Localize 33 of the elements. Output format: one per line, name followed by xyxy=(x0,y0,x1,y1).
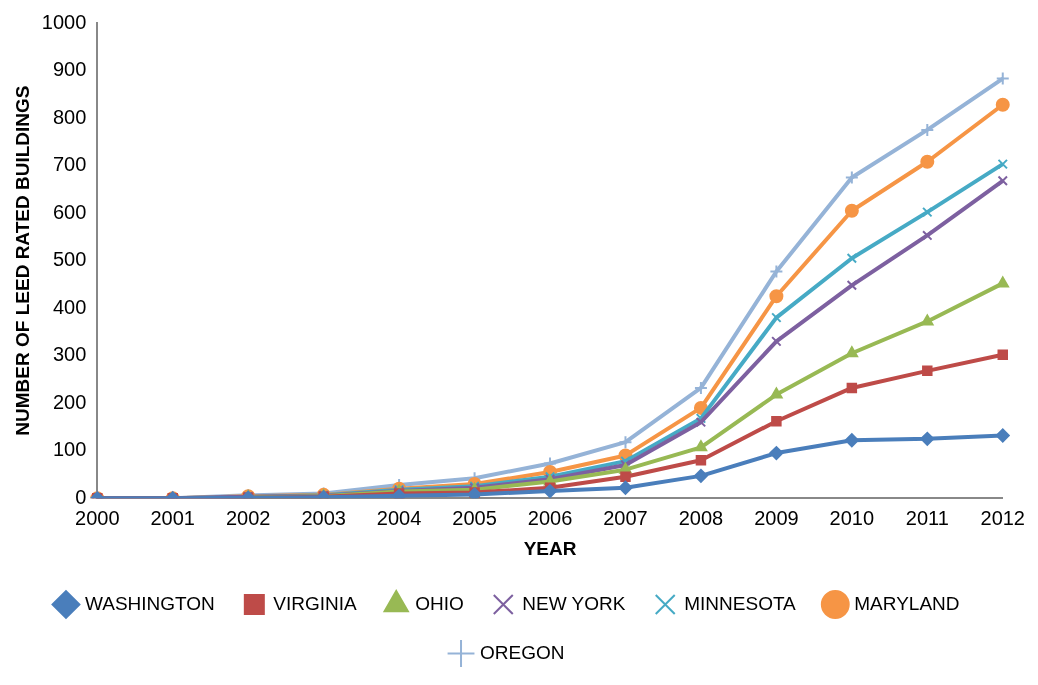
y-tick-label: 800 xyxy=(52,105,87,128)
x-axis-title: YEAR xyxy=(523,537,577,559)
x-tick-label: 2012 xyxy=(980,506,1025,529)
y-tick-label: 500 xyxy=(52,248,87,271)
x-tick-label: 2011 xyxy=(905,506,949,529)
legend-label: VIRGINIA xyxy=(273,592,358,614)
y-tick-label: 0 xyxy=(75,485,87,508)
x-tick-label: 2007 xyxy=(603,506,648,529)
x-tick-label: 2000 xyxy=(75,506,120,529)
x-tick-label: 2001 xyxy=(150,506,195,529)
x-tick-label: 2006 xyxy=(527,506,573,529)
legend-label: NEW YORK xyxy=(522,592,626,614)
legend-label: MARYLAND xyxy=(854,592,960,614)
y-tick-label: 100 xyxy=(52,438,87,461)
y-tick-label: 900 xyxy=(52,58,87,81)
x-tick-label: 2002 xyxy=(225,506,271,529)
y-tick-label: 1000 xyxy=(41,10,87,33)
x-tick-label: 2005 xyxy=(452,506,497,529)
legend-label: WASHINGTON xyxy=(84,592,215,614)
y-tick-label: 600 xyxy=(52,200,87,223)
x-tick-label: 2004 xyxy=(376,506,422,529)
x-tick-label: 2003 xyxy=(301,506,346,529)
y-axis-title: NUMBER OF LEED RATED BUILDINGS xyxy=(11,85,33,436)
legend-label: OHIO xyxy=(415,592,464,614)
y-tick-label: 300 xyxy=(52,343,87,366)
y-tick-label: 700 xyxy=(52,153,87,176)
x-tick-label: 2009 xyxy=(754,506,799,529)
y-tick-label: 200 xyxy=(52,390,87,413)
legend-label: MINNESOTA xyxy=(684,592,797,614)
x-tick-label: 2008 xyxy=(678,506,724,529)
y-tick-label: 400 xyxy=(52,295,87,318)
legend-label: OREGON xyxy=(480,641,565,663)
x-tick-label: 2010 xyxy=(829,506,875,529)
